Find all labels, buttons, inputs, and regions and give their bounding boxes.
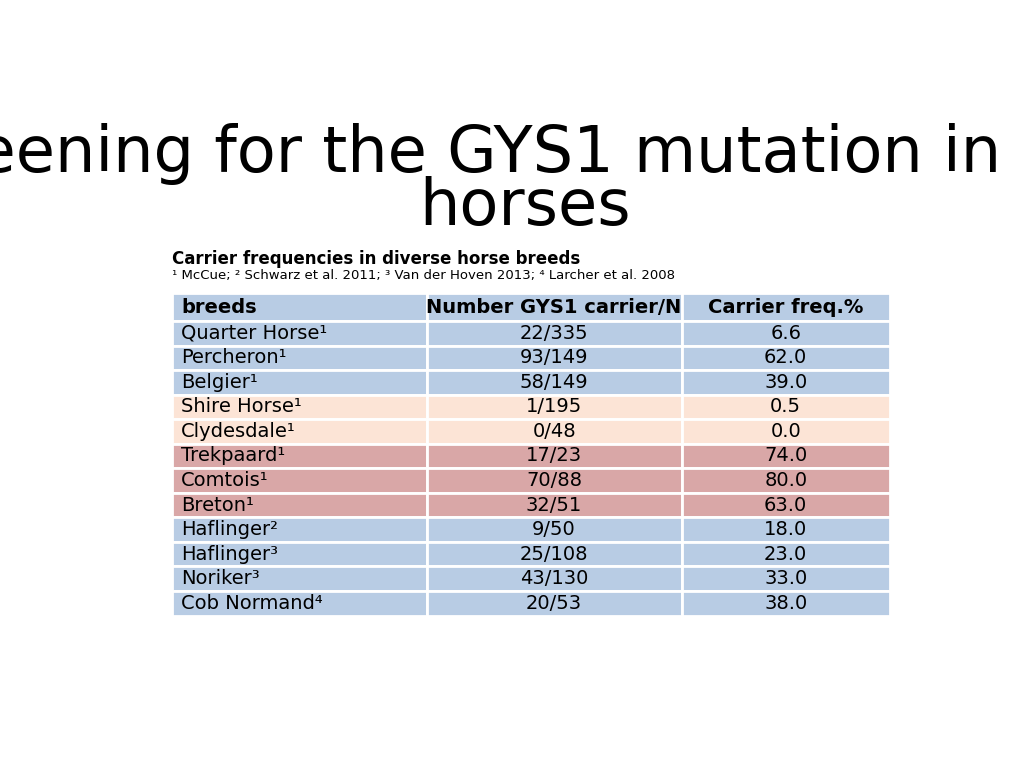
Text: Shire Horse¹: Shire Horse¹ — [181, 397, 302, 416]
Text: 25/108: 25/108 — [520, 545, 589, 564]
Text: Trekpaard¹: Trekpaard¹ — [181, 446, 286, 465]
Bar — [427, 395, 682, 419]
Bar — [682, 542, 890, 567]
Text: 43/130: 43/130 — [520, 569, 588, 588]
Bar — [172, 591, 427, 615]
Bar — [427, 370, 682, 395]
Text: 63.0: 63.0 — [764, 495, 807, 515]
Text: Breton¹: Breton¹ — [181, 495, 254, 515]
Bar — [427, 518, 682, 542]
Bar — [427, 493, 682, 518]
Text: 6.6: 6.6 — [770, 324, 801, 343]
Bar — [427, 293, 682, 321]
Text: horses: horses — [419, 177, 631, 239]
Bar — [427, 567, 682, 591]
Text: Screening for the GYS1 mutation in draft: Screening for the GYS1 mutation in draft — [0, 123, 1024, 185]
Text: Haflinger²: Haflinger² — [181, 520, 279, 539]
Text: breeds: breeds — [181, 298, 257, 316]
Bar — [172, 444, 427, 468]
Bar — [682, 321, 890, 346]
Bar — [172, 346, 427, 370]
Text: 23.0: 23.0 — [764, 545, 807, 564]
Bar — [427, 346, 682, 370]
Text: 33.0: 33.0 — [764, 569, 807, 588]
Bar — [172, 518, 427, 542]
Text: 9/50: 9/50 — [532, 520, 575, 539]
Bar — [172, 419, 427, 444]
Text: 0/48: 0/48 — [532, 422, 575, 441]
Text: 18.0: 18.0 — [764, 520, 807, 539]
Text: Carrier frequencies in diverse horse breeds: Carrier frequencies in diverse horse bre… — [172, 250, 580, 268]
Bar — [682, 518, 890, 542]
Bar — [172, 468, 427, 493]
Text: 38.0: 38.0 — [764, 594, 807, 613]
Bar — [682, 567, 890, 591]
Text: Comtois¹: Comtois¹ — [181, 471, 268, 490]
Text: 93/149: 93/149 — [520, 349, 589, 367]
Text: Cob Normand⁴: Cob Normand⁴ — [181, 594, 323, 613]
Text: 70/88: 70/88 — [526, 471, 582, 490]
Bar — [172, 567, 427, 591]
Text: Carrier freq.%: Carrier freq.% — [708, 298, 863, 316]
Text: Number GYS1 carrier/N: Number GYS1 carrier/N — [426, 298, 682, 316]
Bar — [682, 468, 890, 493]
Text: Quarter Horse¹: Quarter Horse¹ — [181, 324, 328, 343]
Text: 58/149: 58/149 — [520, 373, 589, 392]
Text: Belgier¹: Belgier¹ — [181, 373, 258, 392]
Bar — [427, 591, 682, 615]
Bar — [427, 542, 682, 567]
Bar — [682, 444, 890, 468]
Bar — [172, 293, 427, 321]
Text: Haflinger³: Haflinger³ — [181, 545, 279, 564]
Text: 32/51: 32/51 — [526, 495, 583, 515]
Text: 22/335: 22/335 — [520, 324, 589, 343]
Text: 62.0: 62.0 — [764, 349, 807, 367]
Text: 20/53: 20/53 — [526, 594, 583, 613]
Text: 80.0: 80.0 — [764, 471, 807, 490]
Bar — [172, 493, 427, 518]
Bar — [682, 346, 890, 370]
Bar — [682, 370, 890, 395]
Text: 17/23: 17/23 — [526, 446, 583, 465]
Bar — [172, 542, 427, 567]
Text: 1/195: 1/195 — [526, 397, 583, 416]
Bar — [682, 395, 890, 419]
Bar — [682, 419, 890, 444]
Text: ¹ McCue; ² Schwarz et al. 2011; ³ Van der Hoven 2013; ⁴ Larcher et al. 2008: ¹ McCue; ² Schwarz et al. 2011; ³ Van de… — [172, 269, 675, 282]
Text: 0.0: 0.0 — [770, 422, 801, 441]
Bar — [682, 493, 890, 518]
Bar — [172, 321, 427, 346]
Bar — [172, 395, 427, 419]
Bar — [682, 591, 890, 615]
Bar — [172, 370, 427, 395]
Bar — [427, 468, 682, 493]
Text: 39.0: 39.0 — [764, 373, 807, 392]
Text: Percheron¹: Percheron¹ — [181, 349, 287, 367]
Bar — [427, 419, 682, 444]
Bar — [682, 293, 890, 321]
Text: Noriker³: Noriker³ — [181, 569, 260, 588]
Text: 74.0: 74.0 — [764, 446, 807, 465]
Text: Clydesdale¹: Clydesdale¹ — [181, 422, 296, 441]
Bar — [427, 321, 682, 346]
Bar — [427, 444, 682, 468]
Text: 0.5: 0.5 — [770, 397, 801, 416]
